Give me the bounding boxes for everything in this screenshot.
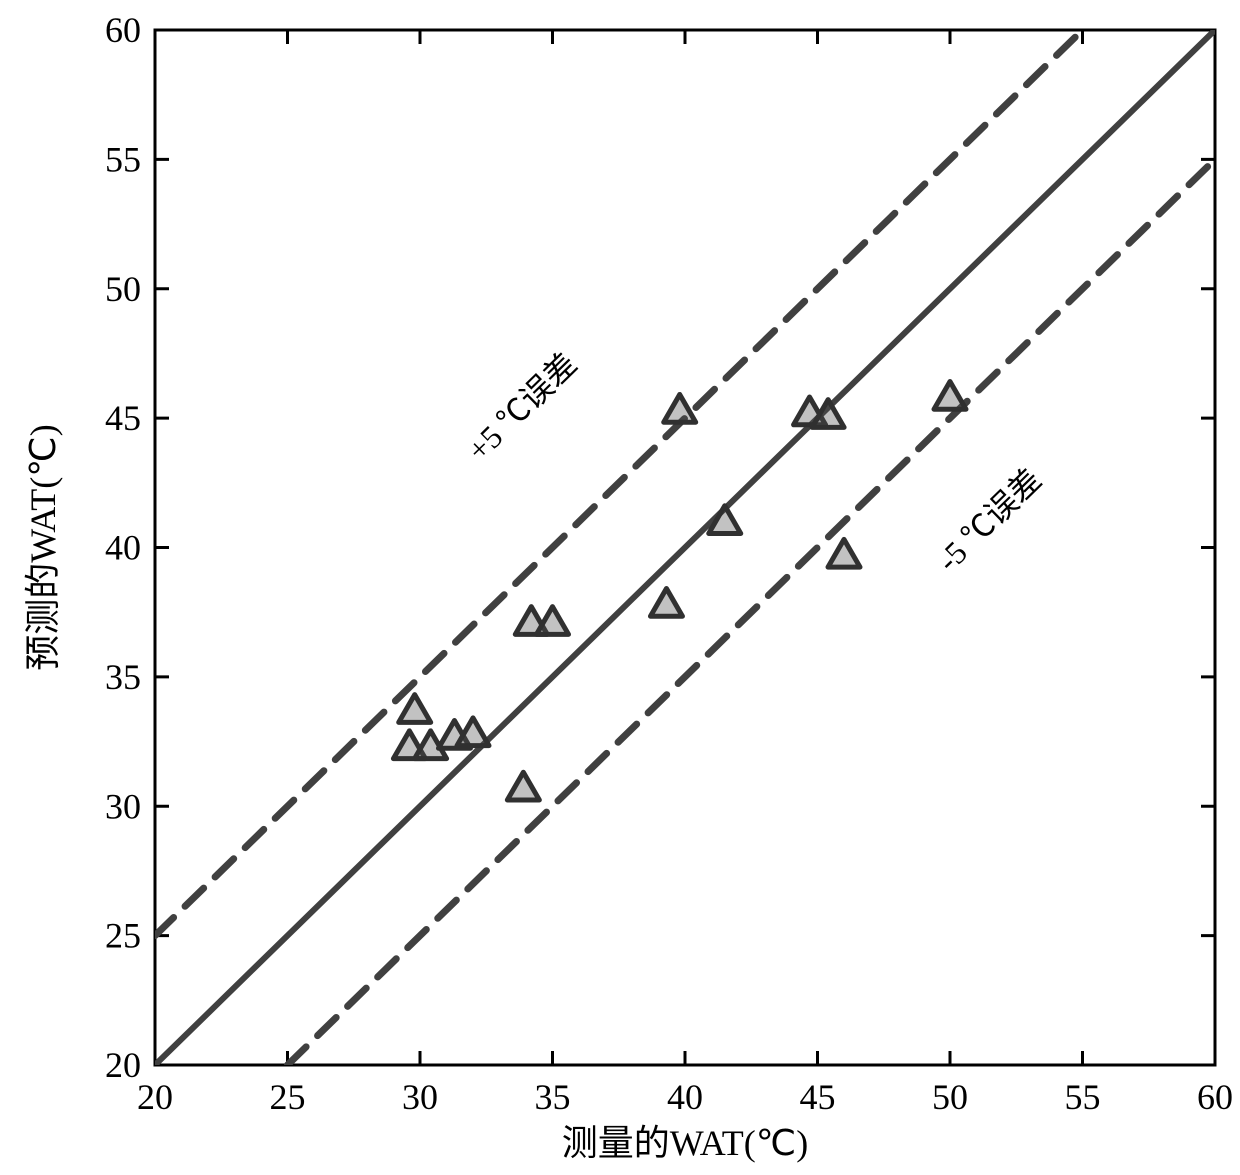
y-tick-label: 35 — [105, 657, 141, 697]
x-tick-label: 25 — [270, 1077, 306, 1117]
x-tick-label: 50 — [932, 1077, 968, 1117]
y-tick-label: 30 — [105, 786, 141, 826]
y-tick-label: 25 — [105, 916, 141, 956]
y-tick-label: 60 — [105, 10, 141, 50]
x-tick-label: 55 — [1065, 1077, 1101, 1117]
y-tick-label: 50 — [105, 269, 141, 309]
y-tick-label: 45 — [105, 398, 141, 438]
y-tick-label: 20 — [105, 1045, 141, 1085]
x-tick-label: 30 — [402, 1077, 438, 1117]
x-tick-label: 40 — [667, 1077, 703, 1117]
x-tick-label: 35 — [535, 1077, 571, 1117]
y-tick-label: 55 — [105, 139, 141, 179]
x-tick-label: 45 — [800, 1077, 836, 1117]
x-tick-label: 20 — [137, 1077, 173, 1117]
y-tick-label: 40 — [105, 528, 141, 568]
wat-parity-chart: 202530354045505560202530354045505560+5 ℃… — [0, 0, 1240, 1175]
x-axis-label: 测量的WAT(℃) — [562, 1123, 808, 1163]
y-axis-label: 预测的WAT(℃) — [23, 424, 63, 670]
x-tick-label: 60 — [1197, 1077, 1233, 1117]
